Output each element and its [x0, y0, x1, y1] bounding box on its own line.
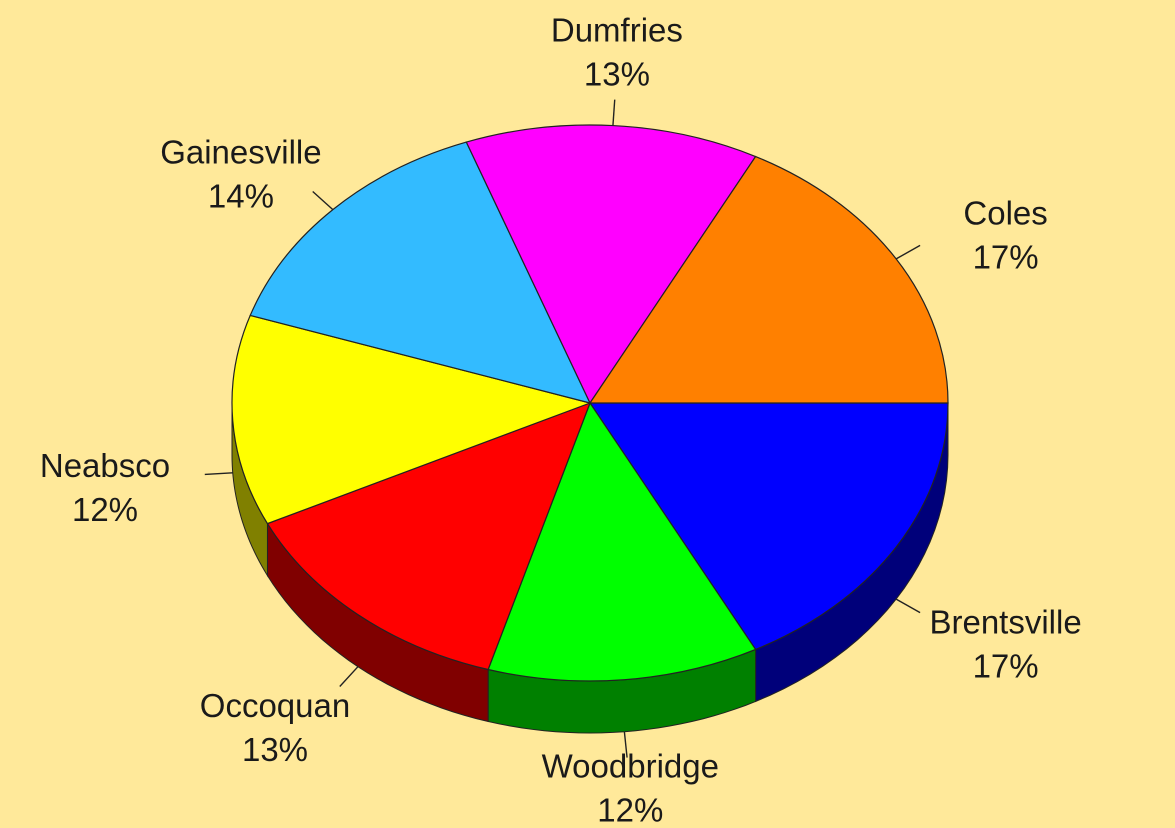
- slice-name-occoquan: Occoquan: [200, 687, 350, 724]
- slice-label-brentsville: Brentsville 17%: [929, 603, 1081, 684]
- slice-percent-occoquan: 13%: [242, 731, 308, 768]
- leader-line-dumfries: [613, 100, 615, 126]
- slice-percent-gainesville: 14%: [208, 178, 274, 215]
- slice-name-coles: Coles: [963, 195, 1047, 232]
- slice-label-occoquan: Occoquan 13%: [200, 687, 350, 768]
- leader-line-coles: [896, 245, 920, 258]
- slice-label-coles: Coles 17%: [963, 195, 1047, 276]
- leader-line-occoquan: [340, 667, 358, 687]
- slice-percent-brentsville: 17%: [973, 647, 1039, 684]
- slice-name-brentsville: Brentsville: [929, 603, 1081, 640]
- slice-name-dumfries: Dumfries: [551, 12, 683, 49]
- leader-line-brentsville: [896, 599, 920, 612]
- slice-name-woodbridge: Woodbridge: [542, 748, 719, 785]
- slice-label-neabsco: Neabsco 12%: [40, 447, 170, 528]
- leader-line-neabsco: [205, 473, 233, 475]
- slice-label-gainesville: Gainesville 14%: [160, 134, 321, 215]
- slice-name-gainesville: Gainesville: [160, 134, 321, 171]
- slice-label-dumfries: Dumfries 13%: [551, 12, 683, 93]
- slice-percent-coles: 17%: [973, 239, 1039, 276]
- slice-label-woodbridge: Woodbridge 12%: [542, 748, 719, 828]
- leader-line-gainesville: [313, 192, 333, 210]
- slice-name-neabsco: Neabsco: [40, 447, 170, 484]
- slice-percent-neabsco: 12%: [72, 491, 138, 528]
- slice-percent-woodbridge: 12%: [597, 792, 663, 828]
- slice-percent-dumfries: 13%: [584, 56, 650, 93]
